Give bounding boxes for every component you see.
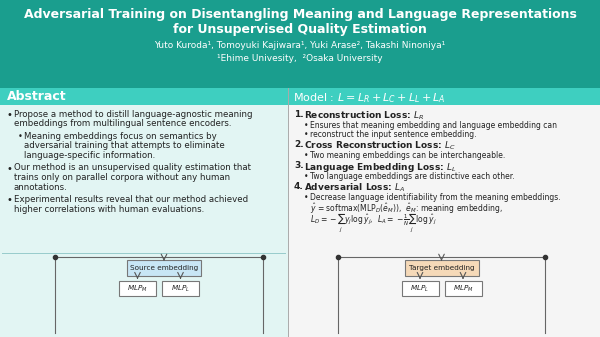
Text: 4.: 4. [294, 182, 304, 191]
Text: 1.: 1. [294, 110, 304, 119]
Text: •: • [7, 195, 13, 205]
Text: Reconstruction Loss: $L_R$: Reconstruction Loss: $L_R$ [304, 110, 424, 123]
Text: reconstruct the input sentence embedding.: reconstruct the input sentence embedding… [310, 130, 476, 139]
Text: $L_D = -\sum_j y_j \log \hat{y}_j$,  $L_A = -\frac{1}{N}\sum_j \log \hat{y}_j$: $L_D = -\sum_j y_j \log \hat{y}_j$, $L_A… [310, 211, 437, 234]
Text: Two meaning embeddings can be interchangeable.: Two meaning embeddings can be interchang… [310, 151, 505, 160]
Text: ¹Ehime Univesity,  ²Osaka University: ¹Ehime Univesity, ²Osaka University [217, 54, 383, 63]
Text: Cross Reconstruction Loss: $L_C$: Cross Reconstruction Loss: $L_C$ [304, 140, 456, 153]
FancyBboxPatch shape [288, 88, 600, 105]
Text: Language Embedding Loss: $L_L$: Language Embedding Loss: $L_L$ [304, 161, 457, 174]
Text: higher correlations with human evaluations.: higher correlations with human evaluatio… [14, 205, 204, 214]
Text: •: • [304, 151, 308, 160]
FancyBboxPatch shape [0, 88, 288, 105]
Text: •: • [18, 132, 23, 141]
Text: $\hat{y}$ = softmax(MLP$_D$($\hat{e}_M$)),  $\hat{e}_M$: meaning embedding,: $\hat{y}$ = softmax(MLP$_D$($\hat{e}_M$)… [310, 202, 503, 216]
Text: language-specific information.: language-specific information. [24, 151, 155, 160]
Text: •: • [7, 163, 13, 174]
FancyBboxPatch shape [127, 260, 201, 276]
Text: 2.: 2. [294, 140, 304, 149]
FancyBboxPatch shape [162, 281, 199, 296]
FancyBboxPatch shape [404, 260, 479, 276]
FancyBboxPatch shape [288, 88, 600, 337]
Text: Decrease language identifiability from the meaning embeddings.: Decrease language identifiability from t… [310, 193, 560, 202]
FancyBboxPatch shape [0, 0, 600, 88]
Text: Meaning embeddings focus on semantics by: Meaning embeddings focus on semantics by [24, 132, 217, 141]
Text: Our method is an unsupervised quality estimation that: Our method is an unsupervised quality es… [14, 163, 251, 173]
Text: adversarial training that attempts to eliminate: adversarial training that attempts to el… [24, 142, 225, 151]
Text: •: • [304, 130, 308, 139]
Text: Two language embeddings are distinctive each other.: Two language embeddings are distinctive … [310, 172, 515, 181]
FancyBboxPatch shape [2, 253, 286, 254]
Text: Source embedding: Source embedding [130, 265, 198, 271]
Text: embeddings from multilingual sentence encoders.: embeddings from multilingual sentence en… [14, 120, 232, 128]
FancyBboxPatch shape [119, 281, 156, 296]
Text: Yuto Kuroda¹, Tomoyuki Kajiwara¹, Yuki Arase², Takashi Ninoniya¹: Yuto Kuroda¹, Tomoyuki Kajiwara¹, Yuki A… [154, 41, 446, 50]
Text: •: • [304, 172, 308, 181]
Text: Ensures that meaning embedding and language embedding can: Ensures that meaning embedding and langu… [310, 121, 557, 130]
Text: •: • [7, 110, 13, 120]
Text: Adversarial Loss: $L_A$: Adversarial Loss: $L_A$ [304, 182, 406, 194]
Text: •: • [304, 121, 308, 130]
Text: Target embedding: Target embedding [409, 265, 475, 271]
Text: for Unsupervised Quality Estimation: for Unsupervised Quality Estimation [173, 23, 427, 36]
Text: Propose a method to distill language-agnostic meaning: Propose a method to distill language-agn… [14, 110, 253, 119]
Text: $MLP_M$: $MLP_M$ [127, 283, 148, 294]
Text: trains only on parallel corpora without any human: trains only on parallel corpora without … [14, 173, 230, 182]
FancyBboxPatch shape [0, 88, 288, 337]
Text: Model : $L = L_R + L_C + L_L + L_A$: Model : $L = L_R + L_C + L_L + L_A$ [293, 91, 446, 105]
Text: $MLP_L$: $MLP_L$ [171, 283, 190, 294]
FancyBboxPatch shape [445, 281, 482, 296]
Text: Abstract: Abstract [7, 91, 67, 103]
Text: Experimental results reveal that our method achieved: Experimental results reveal that our met… [14, 195, 248, 204]
Text: annotations.: annotations. [14, 183, 68, 191]
Text: $MLP_M$: $MLP_M$ [452, 283, 473, 294]
Text: 3.: 3. [294, 161, 304, 170]
FancyBboxPatch shape [401, 281, 439, 296]
Text: Adversarial Training on Disentangling Meaning and Language Representations: Adversarial Training on Disentangling Me… [23, 8, 577, 21]
Text: •: • [304, 193, 308, 202]
Text: $MLP_L$: $MLP_L$ [410, 283, 430, 294]
